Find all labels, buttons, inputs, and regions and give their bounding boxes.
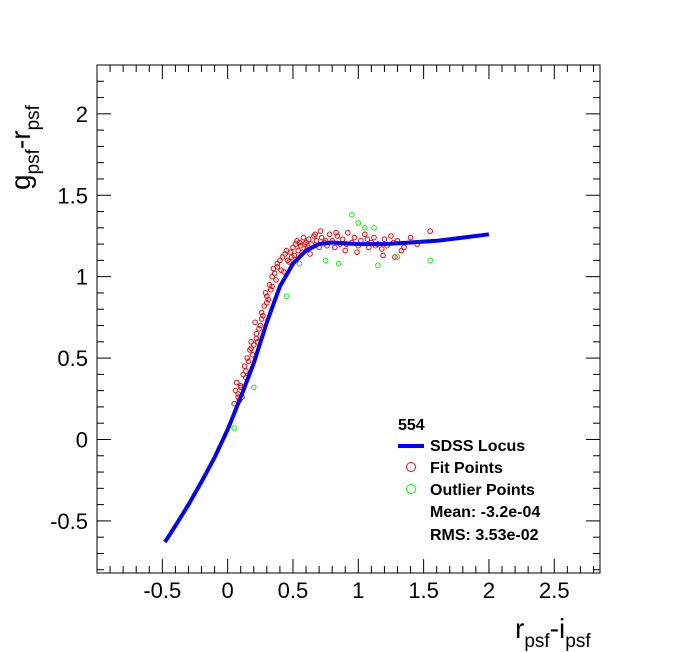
fit-point (342, 247, 349, 254)
fit-point (252, 319, 258, 326)
outlier-point (296, 260, 303, 267)
legend-mean-stat: Mean: -3.2e-04 (430, 504, 540, 521)
legend-fit-swatch (406, 462, 416, 472)
outlier-point (283, 293, 290, 300)
fit-point (307, 251, 313, 257)
fit-point (305, 236, 312, 242)
fit-point (371, 234, 377, 241)
outlier-point (349, 212, 355, 218)
legend-outlier-label: Outlier Points (430, 482, 535, 499)
fit-point (301, 241, 308, 247)
fit-point (268, 286, 274, 293)
fit-point (243, 368, 249, 374)
y-tick-label: 0.5 (57, 346, 88, 371)
fit-point (313, 238, 320, 244)
fit-point (300, 234, 307, 241)
fit-point (312, 231, 319, 238)
fit-point (248, 345, 254, 352)
fit-point (253, 335, 260, 342)
fit-point (392, 254, 398, 260)
fit-point (332, 244, 338, 251)
outlier-point (251, 384, 257, 391)
outlier-point (231, 425, 237, 431)
fit-point (264, 293, 270, 300)
x-tick-label: 2.5 (539, 578, 570, 603)
y-axis-ticks: -0.5 0 0.5 1 1.5 2 (50, 102, 600, 534)
x-tick-label: 2 (483, 578, 495, 603)
minor-ticks (97, 64, 600, 573)
y-tick-label: 1.5 (57, 183, 88, 208)
outlier-point (355, 220, 362, 226)
x-axis-title: rpsf-ipsf (515, 613, 591, 652)
fit-point (264, 299, 270, 306)
fit-point (334, 233, 341, 239)
fit-point (274, 264, 281, 270)
x-tick-label: 0.5 (278, 578, 309, 603)
fit-point (271, 270, 278, 277)
fit-point (273, 277, 279, 283)
fit-point (257, 322, 264, 329)
y-axis-title: gpsf-rpsf (5, 104, 44, 190)
fit-point (379, 246, 385, 252)
legend-fit-label: Fit Points (430, 460, 503, 477)
fit-point (234, 379, 240, 386)
fit-point (284, 257, 291, 264)
fit-point (287, 249, 294, 255)
outlier-point (362, 225, 368, 231)
x-axis-ticks: -0.5 0 0.5 1 1.5 2 2.5 (143, 65, 570, 603)
fit-point (388, 233, 394, 239)
legend: 554 SDSS Locus Fit Points Outlier Points… (398, 417, 540, 544)
fit-point (318, 234, 325, 241)
fit-point (351, 234, 358, 241)
x-tick-label: 1 (352, 578, 364, 603)
fit-point (398, 247, 405, 254)
outlier-points-series (231, 212, 434, 431)
fit-point (269, 283, 275, 290)
fit-point (256, 326, 262, 332)
fit-point (364, 236, 371, 242)
legend-locus-label: SDSS Locus (430, 438, 525, 455)
fit-point (362, 231, 368, 238)
fit-point (354, 249, 360, 255)
fit-point (333, 229, 339, 236)
legend-rms-stat: RMS: 3.53e-02 (430, 527, 539, 544)
fit-point (241, 363, 248, 370)
fit-point (260, 312, 266, 319)
y-tick-label: 0 (76, 427, 88, 452)
x-tick-label: 0 (222, 578, 234, 603)
outlier-point (371, 225, 377, 231)
plot-frame (96, 64, 601, 574)
fit-point (381, 236, 388, 242)
fit-point (258, 316, 265, 322)
legend-title: 554 (398, 417, 425, 434)
outlier-point (427, 257, 434, 264)
y-tick-label: 2 (76, 102, 88, 127)
outlier-point (394, 254, 401, 260)
fit-point (258, 309, 265, 316)
outlier-point (375, 262, 381, 269)
fit-point (317, 228, 324, 234)
fit-point (427, 228, 434, 234)
fit-point (407, 234, 414, 241)
fit-point (286, 259, 292, 265)
fit-point (244, 355, 250, 361)
sdss-locus-line (163, 232, 490, 544)
outlier-point (335, 260, 342, 267)
y-tick-label: -0.5 (50, 509, 88, 534)
x-tick-label: 1.5 (408, 578, 439, 603)
outlier-point (322, 257, 329, 264)
x-tick-label: -0.5 (143, 578, 181, 603)
fit-point (345, 229, 351, 236)
fit-point (326, 231, 333, 238)
fit-point (296, 239, 303, 246)
fit-point (262, 290, 269, 296)
fit-point (380, 252, 386, 259)
legend-outlier-swatch (406, 484, 416, 494)
fit-point (291, 252, 298, 259)
fit-point (282, 251, 288, 257)
y-tick-label: 1 (76, 265, 88, 290)
fit-point (245, 358, 252, 365)
fit-point (265, 296, 272, 303)
